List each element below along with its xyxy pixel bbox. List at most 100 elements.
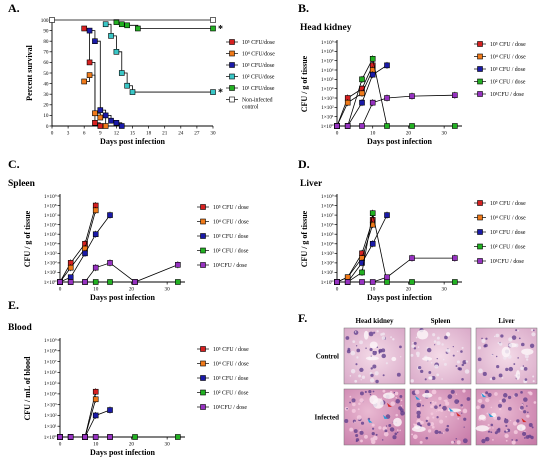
- tissue-cell: [349, 395, 352, 398]
- y-tick-label: 1×10⁶: [321, 68, 334, 74]
- data-point: [175, 279, 181, 285]
- data-point: [86, 72, 93, 78]
- tissue-cell: [485, 337, 488, 340]
- x-tick-label: 20: [129, 442, 135, 448]
- y-tick-label: 1×10⁶: [44, 222, 57, 228]
- tissue-cell: [480, 404, 485, 409]
- legend-label: 10⁵ CFU / dose: [490, 42, 526, 48]
- tissue-cell: [445, 401, 450, 406]
- data-point: [107, 279, 113, 285]
- tissue-cell: [488, 430, 491, 433]
- tissue-cell: [445, 415, 447, 418]
- series: [334, 254, 458, 285]
- tissue-cell: [529, 391, 533, 396]
- data-point: [359, 260, 365, 266]
- y-tick-label: 1×10⁰: [44, 435, 57, 441]
- tissue-cell: [384, 429, 388, 433]
- data-point: [97, 114, 104, 121]
- significance-mark: *: [218, 24, 223, 35]
- tissue-cell: [525, 435, 530, 439]
- y-tick-label: 1×10⁵: [321, 77, 334, 83]
- tissue-cell: [522, 431, 527, 436]
- tissue-vacuole: [391, 356, 397, 362]
- tissue-cell: [461, 412, 463, 414]
- tissue-cell: [490, 431, 493, 434]
- series: [86, 27, 125, 129]
- series: [334, 209, 458, 285]
- tissue-cell: [465, 360, 469, 363]
- tissue-cell: [440, 408, 444, 412]
- data-point: [97, 107, 104, 113]
- tissue-cell: [497, 341, 500, 345]
- tissue-cell: [359, 340, 363, 345]
- tissue-cell: [426, 347, 432, 353]
- x-tick-label: 12: [114, 131, 120, 137]
- panel-label: C.: [8, 157, 20, 171]
- legend-swatch: [477, 258, 483, 264]
- tissue-cell: [346, 407, 348, 410]
- lesion-arrow: [382, 414, 388, 419]
- data-point: [107, 407, 113, 413]
- tissue-cell: [450, 389, 455, 394]
- tissue-cell: [442, 405, 447, 411]
- histology-panel: F. Head kidney Spleen Liver Control Infected: [298, 311, 538, 446]
- tissue-cell: [417, 365, 422, 370]
- data-point: [92, 110, 98, 117]
- histology-image: [409, 388, 472, 446]
- tissue-cell: [494, 392, 498, 396]
- tissue-cell: [486, 412, 489, 415]
- tissue-cell: [528, 423, 533, 427]
- tissue-cell: [441, 378, 443, 380]
- tissue-cell: [439, 419, 444, 424]
- y-tick-label: 1×10³: [44, 251, 57, 257]
- histology-image: [409, 327, 472, 385]
- tissue-cell: [485, 391, 489, 395]
- y-tick-label: 1×10¹: [44, 270, 57, 276]
- tissue-cell: [511, 439, 514, 441]
- tissue-cell: [394, 432, 398, 436]
- tissue-cell: [455, 365, 458, 368]
- data-point: [92, 264, 99, 271]
- data-point: [344, 279, 351, 285]
- tissue-cell: [416, 407, 421, 411]
- tissue-vacuole: [508, 343, 517, 348]
- panel-label: F.: [298, 311, 307, 325]
- data-point: [452, 255, 458, 261]
- data-point: [369, 279, 376, 285]
- data-point: [210, 25, 216, 32]
- data-point: [92, 120, 98, 126]
- tissue-cell: [520, 366, 524, 371]
- tissue-cell: [446, 424, 450, 428]
- tissue-cell: [380, 333, 383, 336]
- tissue-cell: [450, 412, 455, 417]
- legend-swatch: [200, 360, 206, 367]
- tissue-cell: [411, 341, 414, 344]
- x-tick-label: 30: [165, 287, 171, 293]
- tissue-cell: [368, 331, 374, 337]
- tissue-cell: [399, 394, 403, 398]
- y-tick-label: 1×10⁶: [321, 222, 334, 228]
- y-tick-label: 1×10⁴: [321, 86, 334, 92]
- tissue-cell: [460, 350, 463, 353]
- y-tick-label: 80: [43, 39, 49, 45]
- legend-label: 10⁴ CFU / dose: [213, 362, 249, 368]
- data-point: [86, 59, 93, 66]
- tissue-cell: [438, 431, 442, 434]
- x-tick-label: 20: [406, 287, 412, 293]
- legend-swatch: [477, 41, 483, 47]
- tissue-cell: [359, 429, 361, 432]
- tissue-cell: [481, 438, 486, 444]
- data-point: [113, 48, 120, 55]
- tissue-background: [343, 327, 406, 385]
- tissue-cell: [400, 356, 402, 358]
- lesion-arrow: [386, 402, 392, 407]
- y-tick-label: 1×10⁷: [44, 213, 57, 219]
- legend-swatch: [200, 262, 206, 268]
- tissue-cell: [501, 376, 504, 379]
- tissue-cell: [428, 371, 432, 374]
- tissue-cell: [395, 398, 401, 404]
- tissue-cell: [417, 422, 421, 426]
- tissue-cell: [369, 348, 373, 352]
- tissue-cell: [531, 426, 534, 429]
- tissue-cell: [505, 429, 508, 432]
